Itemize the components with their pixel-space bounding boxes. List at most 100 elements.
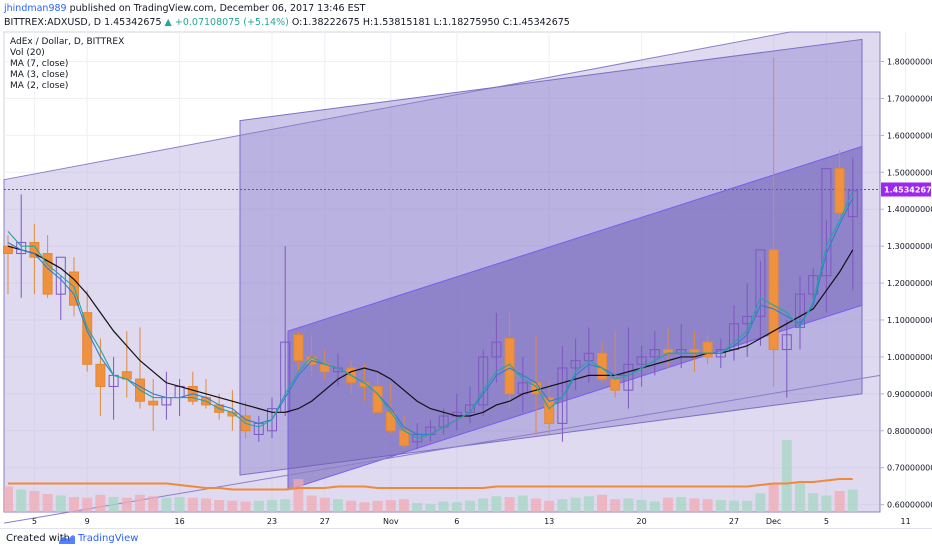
volume-bar [557,499,568,512]
last-price-tag: 1.45342675 [881,182,932,197]
volume-bar [465,500,475,512]
volume-bar [82,497,93,512]
candle-body [768,249,779,351]
candle-body [834,168,845,214]
candle [557,345,568,442]
volume-bar [385,500,396,512]
legend-item: MA (7, close) [10,59,68,69]
tradingview-logo-icon [59,535,75,544]
candle-body [623,363,634,391]
volume-bar [148,496,159,512]
volume-bar [438,501,449,512]
volume-bar [649,501,660,512]
y-tick-label: 0.60000000 [887,501,932,510]
y-axis: 1.80000000 1.70000000 1.60000000 1.50000000… [880,58,932,510]
candle-body [821,168,832,277]
y-tick-label: 0.80000000 [887,427,932,436]
volume-bar [517,495,528,512]
volume-bar [319,497,330,512]
legend-item: MA (2, close) [10,81,68,91]
footer: Created with TradingView [0,528,932,551]
volume-bar [346,500,357,512]
volume-bars [3,440,858,512]
x-tick-label: Nov [383,517,399,526]
volume-bar [333,499,343,512]
y-tick-label: 1.20000000 [887,279,932,288]
volume-bar [478,498,489,512]
legend-item: MA (3, close) [10,70,68,80]
volume-bar [372,500,383,512]
price-chart[interactable]: 1.80000000 1.70000000 1.60000000 1.50000000… [0,30,932,528]
tradingview-brand-link[interactable]: TradingView [78,533,139,544]
candle-body [781,334,792,351]
candle [821,168,832,313]
volume-bar [597,494,607,512]
candle [636,345,647,387]
x-tick-label: 23 [267,517,277,526]
candle [42,235,53,298]
up-arrow-icon: ▲ [164,17,172,28]
candle-body [267,408,277,432]
open-value: O:1.38222675 [291,17,360,28]
y-tick-label: 1.40000000 [887,205,932,214]
volume-bar [768,483,779,512]
volume-bar [29,491,40,512]
y-tick-label: 1.70000000 [887,94,932,103]
volume-bar [42,494,53,512]
candle [649,331,660,376]
volume-ma-line [8,478,853,491]
chart-header: jhindman989 published on TradingView.com… [0,0,932,30]
volume-bar [161,497,172,512]
volume-bar [306,495,317,512]
volume-bar [135,494,145,512]
candle-body [649,349,660,358]
candle [544,379,555,435]
high-value: H:1.53815181 [362,17,431,28]
y-tick-label: 0.70000000 [887,464,932,473]
author-link[interactable]: jhindman989 [4,3,67,14]
volume-bar [544,500,555,512]
volume-bar [187,497,198,512]
close-value: C:1.45342675 [502,17,570,28]
x-tick-label: 13 [544,517,554,526]
candle-body [689,349,700,354]
x-tick-label: 16 [175,517,185,526]
volume-bar [623,498,634,512]
volume-bar [583,496,594,512]
volume-bar [121,497,132,512]
candle [702,334,713,365]
symbol-label: BITTREX:ADXUSD, D [4,17,102,28]
volume-bar [821,495,832,512]
candle [29,224,40,295]
candle [267,397,277,439]
volume-bar [16,489,27,512]
y-tick-label: 0.90000000 [887,390,932,399]
volume-bar [531,498,541,512]
candle [504,312,515,409]
y-tick-label: 1.50000000 [887,168,932,177]
x-tick-label: 6 [454,517,459,526]
candle-body [504,337,515,395]
volume-bar [702,499,713,512]
x-axis: 5 9 16 23 27 Nov 6 13 20 27 Dec 5 11 [32,517,911,526]
candle-body [663,349,673,354]
volume-bar [795,482,805,512]
candle-body [42,253,53,295]
candle [95,338,106,416]
legend-item: AdEx / Dollar, D, BITTREX [10,37,124,47]
volume-bar [69,497,79,512]
volume-bar [201,498,211,512]
inner-channel [287,145,863,491]
volume-bar [108,497,119,512]
volume-bar [742,500,753,512]
candle [478,349,489,416]
volume-bar [663,497,673,512]
publish-info: published on TradingView.com, December 0… [69,3,366,14]
candle-body [597,352,607,380]
regression-channels [3,31,881,524]
candle-body [372,385,383,413]
candle-body [610,378,621,391]
volume-bar [55,495,66,512]
price-change: +0.07108075 (+5.14%) [174,17,289,28]
volume-bar [808,493,819,512]
